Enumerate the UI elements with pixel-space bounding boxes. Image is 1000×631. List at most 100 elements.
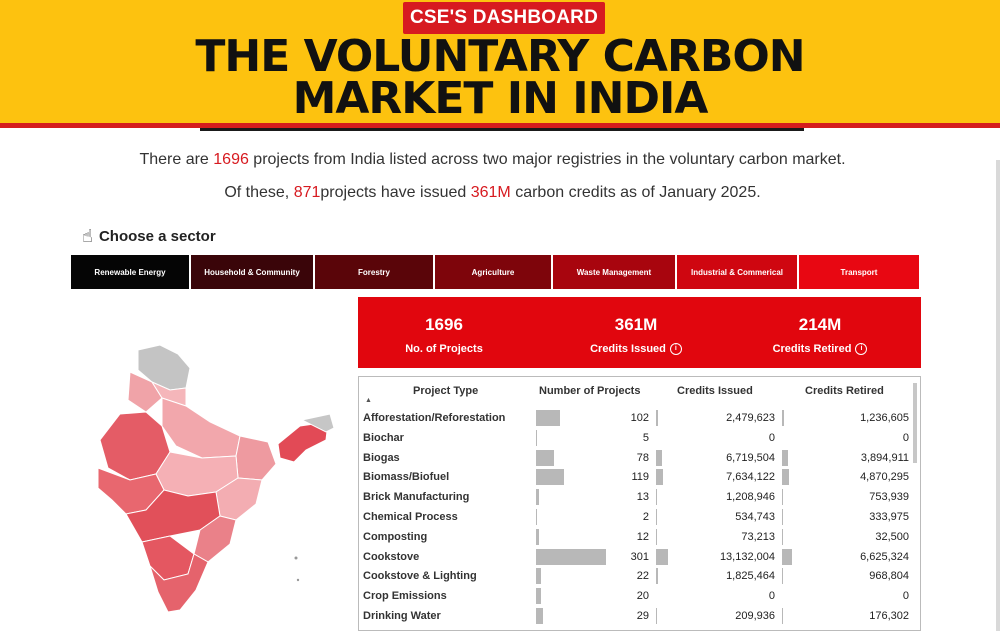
sector-button[interactable]: Forestry — [315, 255, 435, 289]
bar-credits-issued — [656, 449, 663, 466]
intro-text: projects have issued — [320, 184, 471, 201]
cell-credits-retired: 4,870,295 — [860, 471, 909, 484]
page-scrollbar[interactable] — [996, 160, 1000, 631]
bar-credits-issued — [656, 568, 658, 585]
table-row[interactable]: Composting 12 73,213 32,500 — [359, 528, 909, 548]
sector-button[interactable]: Transport — [799, 255, 921, 289]
table-row[interactable]: Cookstove 301 13,132,004 6,625,324 — [359, 548, 909, 568]
table-row[interactable]: Crop Emissions 20 0 0 — [359, 587, 909, 607]
stat-issued-label: Credits Issued — [590, 343, 666, 355]
table-row[interactable]: Biomass/Biofuel 119 7,634,122 4,870,295 — [359, 468, 909, 488]
map-island[interactable] — [296, 578, 300, 582]
bar-credits-retired — [782, 568, 784, 585]
map-region-east[interactable] — [235, 435, 277, 481]
project-table: Project Type Number of Projects Credits … — [358, 376, 921, 631]
summary-card: 1696 No. of Projects 361M Credits Issued… — [358, 297, 921, 368]
map-region-himachal[interactable] — [150, 380, 187, 407]
table-row[interactable]: Chemical Process 2 534,743 333,975 — [359, 508, 909, 528]
brand-text: CSE'S DASHBOARD — [409, 7, 599, 28]
bar-projects — [536, 548, 606, 565]
header-credits-retired[interactable]: Credits Retired — [805, 385, 884, 397]
map-region-punjab[interactable] — [127, 371, 163, 413]
cell-credits-issued: 7,634,122 — [726, 471, 775, 484]
sector-button[interactable]: Agriculture — [435, 255, 553, 289]
cell-project-type: Crop Emissions — [363, 590, 447, 603]
sector-button[interactable]: Renewable Energy — [71, 255, 191, 289]
cell-credits-issued: 209,936 — [735, 610, 775, 622]
intro-line-2: Of these, 871projects have issued 361M c… — [0, 184, 985, 202]
bar-credits-retired — [782, 469, 790, 486]
bar-credits-retired — [782, 410, 784, 426]
map-region-up[interactable] — [161, 397, 241, 459]
table-row[interactable]: Biochar 5 0 0 — [359, 429, 909, 449]
header-credits-issued[interactable]: Credits Issued — [677, 385, 753, 397]
info-icon[interactable]: i — [855, 343, 868, 356]
cell-credits-issued: 73,213 — [741, 530, 775, 543]
intro-project-count: 1696 — [213, 151, 249, 168]
intro-text: projects from India listed across two ma… — [248, 151, 846, 168]
bar-credits-issued — [656, 548, 668, 565]
table-scrollbar[interactable] — [913, 383, 917, 463]
india-map[interactable] — [90, 340, 340, 630]
stat-issued: 361M Credits Issued i — [566, 315, 706, 356]
sector-chooser-label: Choose a sector — [98, 228, 216, 245]
bar-credits-issued — [656, 509, 657, 525]
table-row[interactable]: Afforestation/Reforestation 102 2,479,623 1… — [359, 409, 909, 429]
sector-buttons: Renewable Energy Household & Community For… — [71, 255, 921, 289]
bar-credits-issued — [656, 469, 663, 486]
stat-retired: 214M Credits Retired i — [750, 315, 890, 356]
cell-number-of-projects: 20 — [636, 590, 649, 603]
table-row[interactable]: Biogas 78 6,719,504 3,894,911 — [359, 449, 909, 469]
stat-issued-caption: Credits Issued i — [566, 343, 706, 356]
bar-projects — [536, 489, 540, 506]
cell-project-type: Afforestation/Reforestation — [363, 412, 506, 424]
cell-credits-issued: 0 — [768, 431, 775, 444]
cell-project-type: Brick Manufacturing — [363, 491, 470, 504]
map-region-northeast[interactable] — [277, 421, 329, 463]
table-row[interactable]: Cookstove & Lighting 22 1,825,464 968,804 — [359, 567, 909, 587]
header-project-type[interactable]: Project Type — [413, 385, 479, 397]
bar-projects — [536, 588, 541, 605]
page-title: THE VOLUNTARY CARBON MARKET IN INDIA — [0, 35, 1000, 121]
bar-credits-issued — [656, 410, 659, 426]
bar-credits-retired — [782, 608, 783, 624]
sector-button[interactable]: Waste Management — [553, 255, 677, 289]
cell-number-of-projects: 102 — [630, 412, 649, 424]
map-island[interactable] — [294, 556, 298, 560]
cell-project-type: Cookstove & Lighting — [363, 570, 477, 583]
header-number-of-projects[interactable]: Number of Projects — [539, 385, 641, 397]
sort-ascending-icon[interactable]: ▲ — [365, 397, 372, 404]
cell-credits-retired: 176,302 — [869, 610, 909, 622]
bar-credits-retired — [782, 489, 784, 506]
cell-credits-issued: 6,719,504 — [726, 451, 775, 464]
bar-projects — [536, 608, 543, 624]
map-region-south[interactable] — [149, 553, 209, 613]
bar-credits-issued — [656, 608, 657, 624]
bar-projects — [536, 528, 539, 545]
map-region-karnataka[interactable] — [141, 535, 195, 581]
cell-project-type: Biomass/Biofuel — [363, 471, 450, 484]
bar-projects — [536, 410, 560, 426]
cell-number-of-projects: 301 — [630, 550, 649, 563]
map-region-arunachal[interactable] — [300, 413, 335, 433]
sector-button[interactable]: Household & Community — [191, 255, 315, 289]
cell-credits-issued: 1,825,464 — [726, 570, 775, 583]
table-row[interactable]: Drinking Water 29 209,936 176,302 — [359, 607, 909, 627]
bar-credits-retired — [782, 449, 788, 466]
info-icon[interactable]: i — [669, 343, 682, 356]
header-red-line — [0, 123, 1000, 128]
cell-credits-retired: 753,939 — [869, 491, 909, 504]
sector-button[interactable]: Industrial & Commerical — [677, 255, 799, 289]
cell-project-type: Cookstove — [363, 550, 420, 563]
stat-retired-value: 214M — [798, 315, 842, 334]
bar-projects — [536, 449, 555, 466]
cell-number-of-projects: 29 — [636, 610, 649, 622]
table-row[interactable]: Brick Manufacturing 13 1,208,946 753,939 — [359, 488, 909, 508]
cell-project-type: Chemical Process — [363, 511, 458, 523]
bar-credits-issued — [656, 528, 657, 545]
cell-number-of-projects: 78 — [636, 451, 649, 464]
bar-projects — [536, 429, 538, 446]
cell-credits-retired: 6,625,324 — [860, 550, 909, 563]
stat-projects-label: No. of Projects — [405, 343, 483, 355]
bar-credits-retired — [782, 548, 792, 565]
